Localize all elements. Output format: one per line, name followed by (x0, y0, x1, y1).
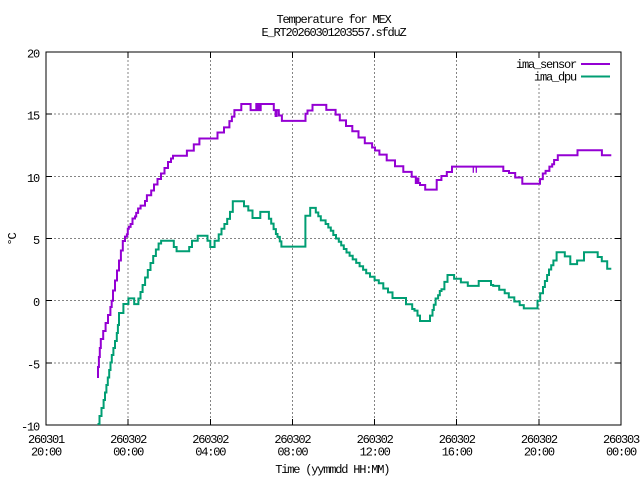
svg-text:ima_dpu: ima_dpu (534, 70, 577, 84)
svg-text:°C: °C (6, 233, 20, 246)
svg-text:5: 5 (33, 234, 40, 248)
svg-text:260302: 260302 (439, 433, 476, 447)
svg-text:E_RT20260301203557.sfduZ: E_RT20260301203557.sfduZ (261, 26, 406, 40)
svg-text:Temperature for MEX: Temperature for MEX (276, 13, 391, 27)
svg-text:260302: 260302 (110, 433, 147, 447)
svg-text:0: 0 (33, 296, 40, 310)
svg-text:260303: 260303 (603, 433, 640, 447)
svg-text:16:00: 16:00 (442, 446, 473, 460)
svg-text:260301: 260301 (28, 433, 65, 447)
svg-text:08:00: 08:00 (277, 446, 308, 460)
svg-text:04:00: 04:00 (195, 446, 226, 460)
svg-text:ima_sensor: ima_sensor (516, 58, 577, 72)
svg-text:-10: -10 (21, 421, 40, 435)
svg-text:-5: -5 (27, 358, 40, 372)
svg-text:Time (yymmdd HH:MM): Time (yymmdd HH:MM) (275, 463, 389, 477)
svg-text:260302: 260302 (274, 433, 311, 447)
svg-text:20:00: 20:00 (524, 446, 555, 460)
svg-text:260302: 260302 (521, 433, 558, 447)
svg-text:12:00: 12:00 (360, 446, 391, 460)
svg-text:00:00: 00:00 (606, 446, 637, 460)
svg-text:20:00: 20:00 (31, 446, 62, 460)
svg-text:260302: 260302 (357, 433, 394, 447)
svg-text:20: 20 (27, 48, 40, 62)
svg-text:15: 15 (27, 110, 40, 124)
svg-text:00:00: 00:00 (113, 446, 144, 460)
svg-text:10: 10 (27, 172, 40, 186)
svg-text:260302: 260302 (192, 433, 229, 447)
